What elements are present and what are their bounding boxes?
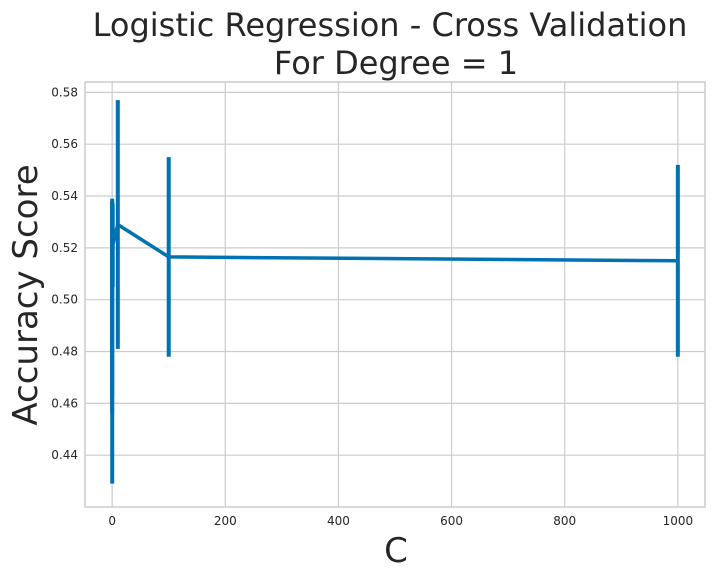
y-gridlines [85,91,705,456]
y-tick-labels: 0.44 0.46 0.48 0.50 0.52 0.54 0.56 0.58 [51,85,78,462]
y-tick-label: 0.54 [51,189,78,203]
x-tick-label: 800 [553,514,576,528]
series-line [110,222,678,341]
y-tick-label: 0.44 [51,448,78,462]
x-axis-label: C [384,531,408,571]
series-layer [110,100,680,484]
y-tick-label: 0.58 [51,85,78,99]
chart-title-line-1: Logistic Regression - Cross Validation [93,6,688,44]
plot-frame [84,81,706,508]
x-tick-label: 0 [108,514,116,528]
y-tick-label: 0.50 [51,293,78,307]
y-axis-label: Accuracy Score [6,164,46,425]
x-tick-labels: 0 200 400 600 800 1000 [108,514,693,528]
x-tick-label: 400 [327,514,350,528]
x-tick-label: 1000 [663,514,694,528]
x-gridlines [111,82,679,507]
y-tick-label: 0.56 [51,137,78,151]
chart-title-line-2: For Degree = 1 [274,44,518,82]
y-tick-label: 0.52 [51,241,78,255]
y-tick-label: 0.46 [51,396,78,410]
y-tick-label: 0.48 [51,345,78,359]
x-tick-label: 200 [214,514,237,528]
x-tick-label: 600 [440,514,463,528]
